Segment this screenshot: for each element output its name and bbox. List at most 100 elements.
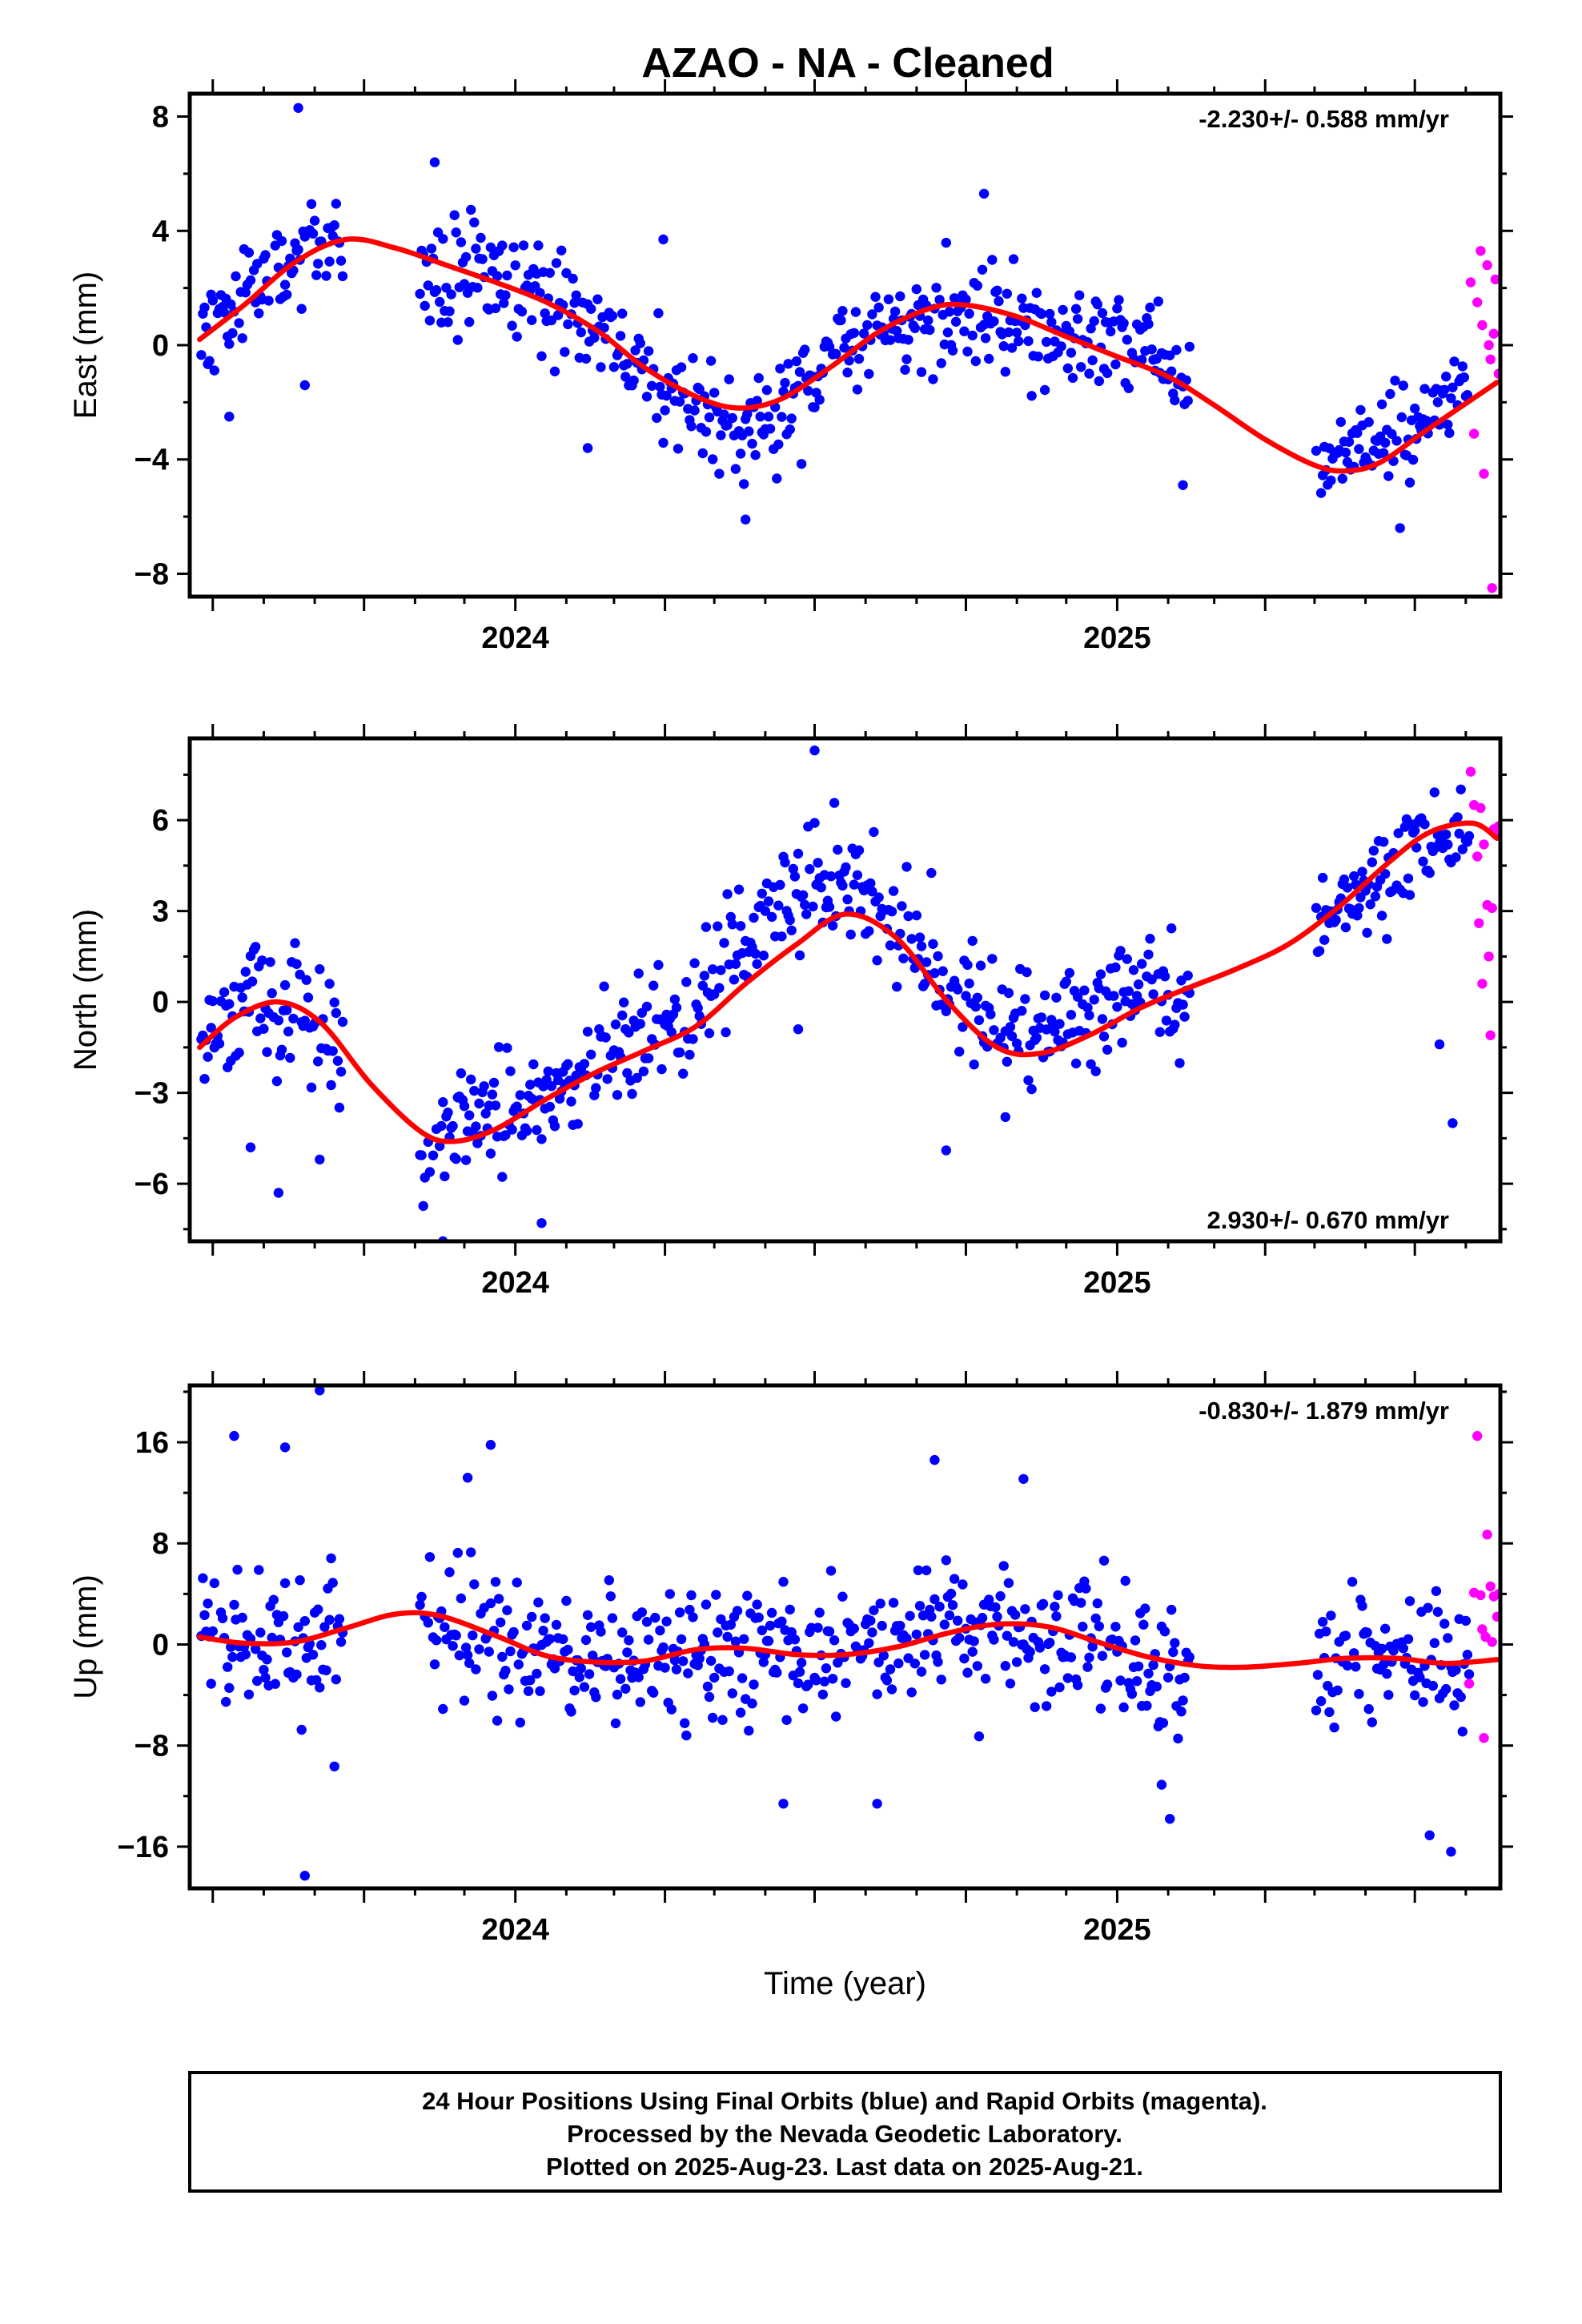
final-point [490,303,501,314]
final-point [809,818,820,828]
final-point [758,1657,769,1667]
final-point [299,380,310,391]
final-point [641,1001,652,1012]
final-point [466,204,476,215]
final-point [630,345,640,356]
final-point [873,302,884,313]
final-point [1082,1662,1093,1672]
final-point [203,1051,213,1062]
final-point [793,848,804,859]
final-point [1008,254,1019,264]
final-point [307,1650,319,1660]
final-point [1053,1590,1063,1601]
rapid-point [1479,1733,1489,1743]
final-point [1097,1014,1108,1024]
final-point [837,1591,848,1602]
final-point [925,324,935,336]
final-point [933,1657,943,1667]
final-orbit-points [196,103,1473,533]
final-point [805,864,815,875]
final-point [1095,969,1106,979]
final-point [1434,1039,1445,1050]
final-point [909,323,921,333]
final-point [1115,1675,1126,1686]
final-point [497,240,508,251]
final-point [1370,891,1381,902]
final-point [326,1553,336,1564]
final-point [878,1651,889,1661]
final-point [324,1614,335,1625]
final-point [730,959,741,969]
final-point [1156,1779,1167,1790]
final-point [930,968,940,979]
final-point [1005,1679,1016,1689]
final-point [335,255,347,266]
final-point [1464,830,1475,842]
final-point [1403,873,1414,884]
final-point [224,1683,235,1693]
final-point [831,348,841,360]
final-point [490,1100,501,1111]
final-point [903,911,913,922]
final-point [1355,404,1366,416]
final-point [825,871,837,882]
final-point [276,235,287,247]
final-point [1315,1696,1327,1707]
final-point [688,1612,698,1622]
final-point [783,359,793,369]
final-point [1014,336,1024,347]
final-point [773,900,784,911]
final-point [916,1667,927,1677]
final-point [964,978,974,989]
final-point [549,1121,560,1132]
final-point [1011,1038,1022,1049]
rapid-orbit-points [1464,1430,1500,1743]
final-point [497,1172,508,1182]
y-tick-label: −4 [135,444,169,477]
final-point [681,977,692,987]
final-point [794,1667,805,1677]
final-point [299,1616,310,1626]
final-point [1018,1474,1029,1485]
final-point [1367,1717,1378,1727]
final-point [1158,1718,1169,1728]
fit-curve [197,820,1500,1144]
final-point [1046,317,1057,328]
final-point [643,1053,654,1063]
final-point [961,294,971,305]
final-point [1410,826,1420,836]
final-point [1362,1627,1372,1638]
final-point [293,244,303,255]
final-point [888,886,899,896]
final-point [873,892,884,903]
final-point [204,356,215,366]
final-point [1159,1626,1170,1637]
final-point [772,1667,782,1678]
final-point [704,1028,715,1039]
final-point [563,1059,573,1069]
final-point [1411,842,1422,853]
rapid-point [1472,851,1483,862]
final-point [724,1666,734,1677]
final-point [538,1626,548,1636]
final-point [1070,1058,1082,1069]
final-point [271,1076,283,1087]
final-point [415,288,425,300]
final-point [1008,1637,1019,1647]
final-point [1058,304,1068,316]
final-point [1003,987,1014,999]
final-point [772,473,782,484]
final-point [214,1039,225,1049]
final-point [1352,428,1363,438]
final-point [544,267,555,278]
final-point [1318,1617,1328,1627]
final-point [1459,372,1470,383]
final-point [1142,1700,1152,1711]
final-point [1311,445,1322,456]
final-point [717,1715,728,1725]
final-point [293,103,303,113]
final-point [1182,396,1193,406]
final-point [283,1026,294,1037]
final-point [1064,967,1075,979]
final-point [452,335,463,345]
